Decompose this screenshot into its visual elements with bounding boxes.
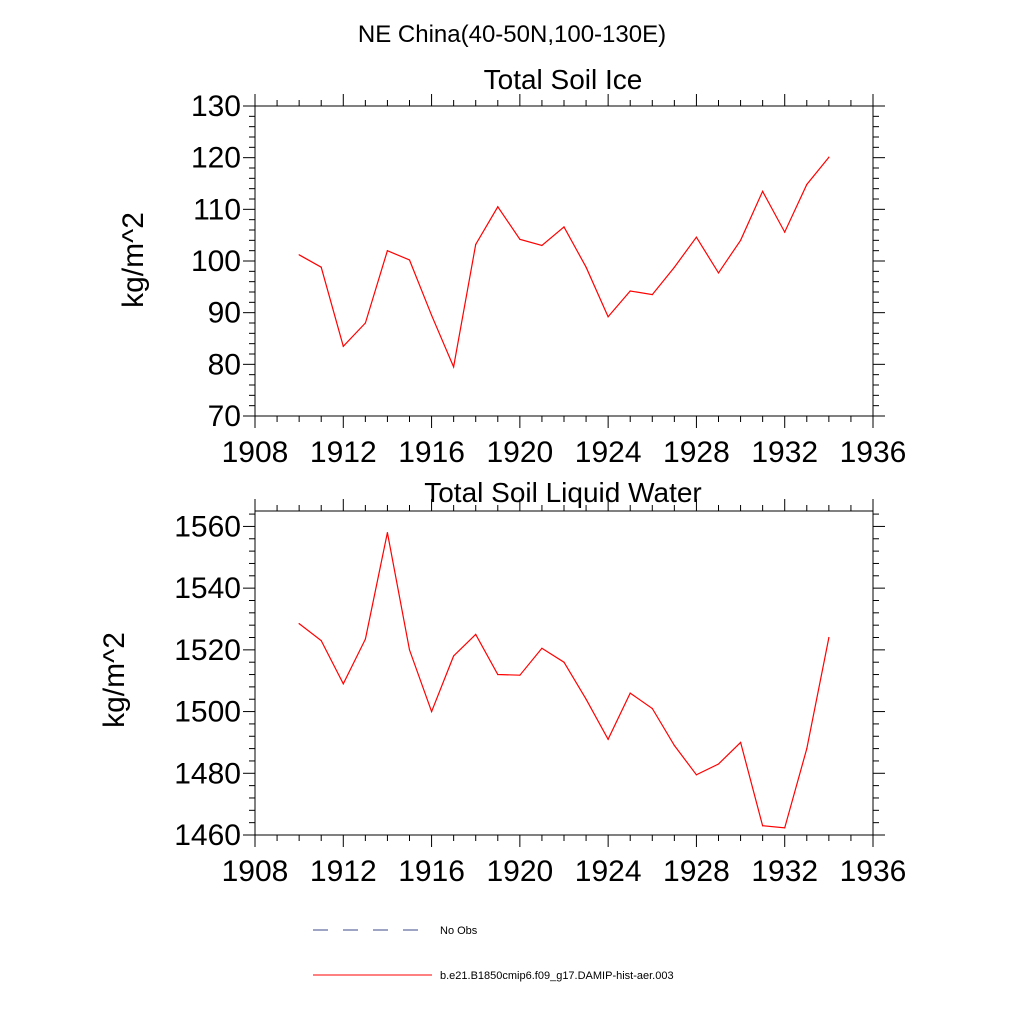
data-point: [563, 226, 565, 228]
y-tick-label: 1520: [174, 634, 241, 667]
data-point: [828, 636, 830, 639]
data-point: [784, 231, 786, 233]
x-tick-label: 1928: [663, 436, 730, 469]
data-point: [497, 206, 499, 208]
data-point: [673, 266, 675, 268]
data-point: [408, 649, 411, 651]
x-tick-label: 1936: [840, 855, 907, 888]
x-tick-label: 1924: [575, 436, 642, 469]
data-point: [651, 707, 653, 710]
data-point: [453, 655, 455, 657]
data-point: [585, 266, 587, 268]
x-tick-label: 1920: [486, 436, 553, 469]
y-tick-label: 110: [193, 193, 241, 226]
x-tick-label: 1932: [751, 855, 818, 888]
data-point: [320, 640, 322, 642]
data-point: [739, 741, 742, 744]
data-point: [475, 633, 477, 636]
data-point: [408, 259, 411, 261]
data-point: [585, 698, 587, 700]
y-tick-label: 90: [208, 297, 241, 330]
data-point: [541, 244, 543, 247]
y-tick-label: 1540: [174, 572, 241, 605]
data-point: [519, 238, 521, 240]
data-point: [762, 825, 764, 827]
data-point: [364, 322, 366, 324]
y-tick-label: 130: [191, 90, 241, 123]
x-tick-label: 1908: [222, 436, 289, 469]
data-point: [762, 190, 764, 192]
legend-label-no-obs: No Obs: [440, 925, 478, 937]
legend: No Obs b.e21.B1850cmip6.f09_g17.DAMIP-hi…: [313, 925, 674, 982]
data-point: [298, 254, 300, 256]
data-point: [784, 827, 786, 829]
y-tick-label: 100: [191, 245, 241, 278]
plot-frame: [254, 510, 874, 836]
legend-label-model: b.e21.B1850cmip6.f09_g17.DAMIP-hist-aer.…: [440, 970, 674, 982]
x-tick-label: 1908: [222, 855, 289, 888]
y-tick-label: 1480: [174, 757, 241, 790]
data-point: [475, 243, 477, 246]
x-tick-label: 1912: [310, 855, 377, 888]
data-point: [739, 239, 742, 241]
panel-title: Total Soil Liquid Water: [424, 477, 702, 508]
figure-title: NE China(40-50N,100-130E): [358, 21, 666, 48]
x-tick-label: 1916: [398, 855, 465, 888]
data-point: [695, 774, 698, 776]
data-point: [806, 183, 808, 186]
data-point: [320, 266, 322, 268]
data-point: [386, 532, 389, 534]
y-tick-label: 120: [191, 142, 241, 175]
x-tick-label: 1920: [486, 855, 553, 888]
data-point: [453, 366, 455, 368]
x-tick-label: 1928: [663, 855, 730, 888]
data-point: [695, 236, 698, 238]
data-point: [673, 744, 675, 747]
series-line: [298, 156, 830, 369]
y-tick-label: 80: [208, 348, 241, 381]
x-tick-label: 1924: [575, 855, 642, 888]
y-tick-label: 70: [208, 400, 241, 433]
x-tick-label: 1912: [310, 436, 377, 469]
data-point: [342, 683, 344, 685]
y-axis-label: kg/m^2: [98, 632, 131, 728]
data-point: [828, 156, 830, 158]
data-point: [629, 290, 631, 292]
data-point: [607, 738, 609, 740]
data-point: [497, 673, 499, 676]
y-tick-label: 1460: [174, 819, 241, 852]
data-point: [806, 748, 808, 750]
panel-total-soil-ice: Total Soil Ice kg/m^2 1908 1912 1916 1920 19…: [117, 64, 906, 469]
data-point: [563, 661, 565, 663]
data-point: [651, 293, 653, 296]
data-point: [607, 316, 609, 318]
panel-title: Total Soil Ice: [484, 64, 643, 95]
x-tick-label: 1916: [398, 436, 465, 469]
plot-frame: [254, 105, 874, 417]
y-tick-label: 1560: [174, 510, 241, 543]
data-point: [342, 345, 344, 347]
data-point: [386, 250, 389, 252]
data-point: [519, 674, 521, 676]
y-tick-label: 1500: [174, 696, 241, 729]
data-point: [298, 623, 300, 625]
data-point: [430, 710, 433, 713]
data-point: [629, 692, 631, 694]
x-tick-label: 1932: [751, 436, 818, 469]
data-point: [430, 314, 433, 316]
y-axis-label: kg/m^2: [117, 212, 150, 308]
data-point: [364, 638, 366, 640]
x-tick-label: 1936: [840, 436, 907, 469]
data-point: [717, 763, 720, 765]
panel-total-soil-liquid-water: Total Soil Liquid Water kg/m^2 1908 1912 1…: [98, 477, 906, 888]
series-line: [298, 532, 830, 829]
data-point: [717, 272, 720, 274]
data-point: [541, 647, 543, 649]
